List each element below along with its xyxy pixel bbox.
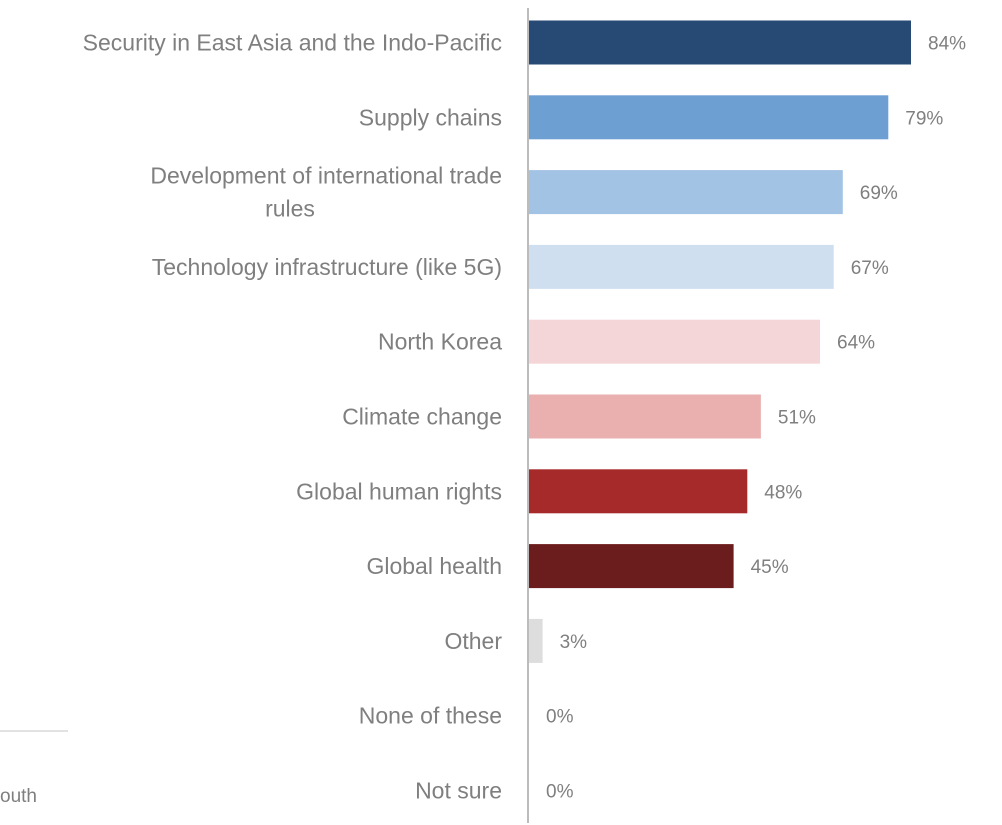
data-label: 51%: [778, 408, 816, 429]
data-label: 69%: [860, 183, 898, 204]
data-label: 0%: [546, 782, 574, 803]
category-label: North Korea: [378, 329, 502, 355]
category-label: Climate change: [342, 404, 502, 430]
bar: [529, 544, 734, 589]
footnote-fragment: outh: [0, 786, 37, 807]
category-label: Global health: [366, 553, 502, 579]
category-label: Technology infrastructure (like 5G): [152, 254, 502, 280]
category-label: Development of international trade: [150, 163, 502, 189]
data-label: 79%: [905, 108, 943, 129]
category-label: None of these: [359, 703, 502, 729]
category-label: Not sure: [415, 778, 502, 804]
data-label: 0%: [546, 707, 574, 728]
category-label: Other: [444, 628, 502, 654]
bar: [529, 319, 820, 364]
bar: [529, 244, 834, 289]
category-labels: Security in East Asia and the Indo-Pacif…: [83, 30, 503, 804]
category-label: Security in East Asia and the Indo-Pacif…: [83, 30, 502, 56]
data-label: 64%: [837, 333, 875, 354]
data-label: 84%: [928, 34, 966, 55]
category-label: Supply chains: [359, 104, 502, 130]
bar: [529, 469, 748, 514]
category-label: rules: [265, 196, 315, 222]
bars-layer: [529, 20, 911, 663]
data-label: 3%: [560, 632, 588, 653]
category-label: Global human rights: [296, 478, 502, 504]
bar: [529, 95, 889, 140]
data-label: 45%: [751, 557, 789, 578]
value-labels: 84% 79% 69% 67% 64% 51% 48% 45% 3% 0% 0%: [546, 34, 966, 803]
bar: [529, 20, 911, 65]
data-label: 67%: [851, 258, 889, 279]
data-label: 48%: [764, 482, 802, 503]
bar: [529, 394, 761, 439]
bar: [529, 618, 543, 663]
bar: [529, 170, 843, 215]
